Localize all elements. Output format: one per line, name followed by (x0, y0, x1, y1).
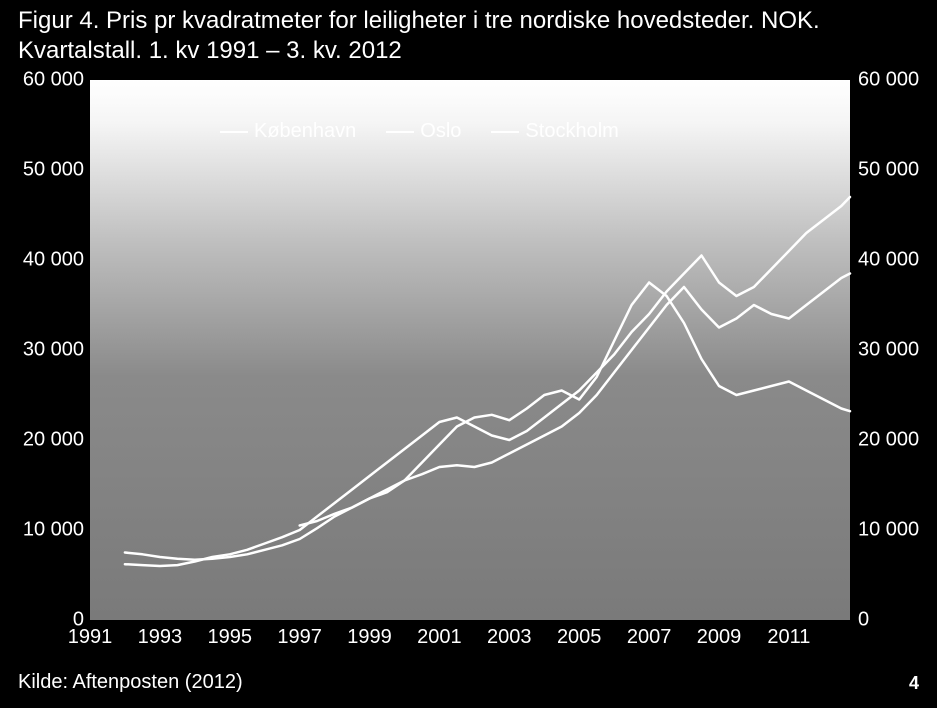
y-tick-label: 0 (858, 609, 937, 632)
slide: Figur 4. Pris pr kvadratmeter for leilig… (0, 0, 937, 708)
x-tick-label: 2007 (627, 626, 672, 649)
y-tick-label: 20 000 (4, 429, 84, 452)
x-axis: 1991199319951997199920012003200520072009… (90, 620, 850, 650)
x-tick-label: 2005 (557, 626, 602, 649)
title-line2: Kvartalstall. 1. kv 1991 – 3. kv. 2012 (18, 37, 402, 64)
y-tick-label: 20 000 (858, 429, 937, 452)
y-tick-label: 30 000 (4, 339, 84, 362)
x-tick-label: 2011 (767, 626, 810, 649)
y-tick-label: 40 000 (4, 249, 84, 272)
y-tick-label: 50 000 (4, 159, 84, 182)
series-line (125, 283, 850, 560)
x-tick-label: 1991 (68, 626, 113, 649)
y-tick-label: 30 000 (858, 339, 937, 362)
y-tick-label: 60 000 (4, 69, 84, 92)
plot-area: KøbenhavnOsloStockholm (90, 80, 850, 620)
y-tick-label: 60 000 (858, 69, 937, 92)
y-axis-right: 010 00020 00030 00040 00050 00060 000 (852, 80, 937, 620)
x-tick-label: 1993 (138, 626, 183, 649)
y-tick-label: 10 000 (4, 519, 84, 542)
x-tick-label: 1995 (208, 626, 253, 649)
source-text: Kilde: Aftenposten (2012) (18, 671, 243, 694)
series-line (125, 197, 850, 566)
x-tick-label: 2003 (487, 626, 532, 649)
x-tick-label: 2001 (417, 626, 462, 649)
title-line1: Figur 4. Pris pr kvadratmeter for leilig… (18, 7, 820, 34)
y-tick-label: 50 000 (858, 159, 937, 182)
y-tick-label: 40 000 (858, 249, 937, 272)
series-line (300, 274, 850, 526)
y-axis-left: 010 00020 00030 00040 00050 00060 000 (0, 80, 90, 620)
page-number: 4 (909, 673, 919, 694)
y-tick-label: 10 000 (858, 519, 937, 542)
x-tick-label: 2009 (697, 626, 742, 649)
chart-title: Figur 4. Pris pr kvadratmeter for leilig… (18, 6, 919, 66)
x-tick-label: 1999 (347, 626, 392, 649)
line-series-layer (90, 80, 850, 620)
x-tick-label: 1997 (277, 626, 322, 649)
